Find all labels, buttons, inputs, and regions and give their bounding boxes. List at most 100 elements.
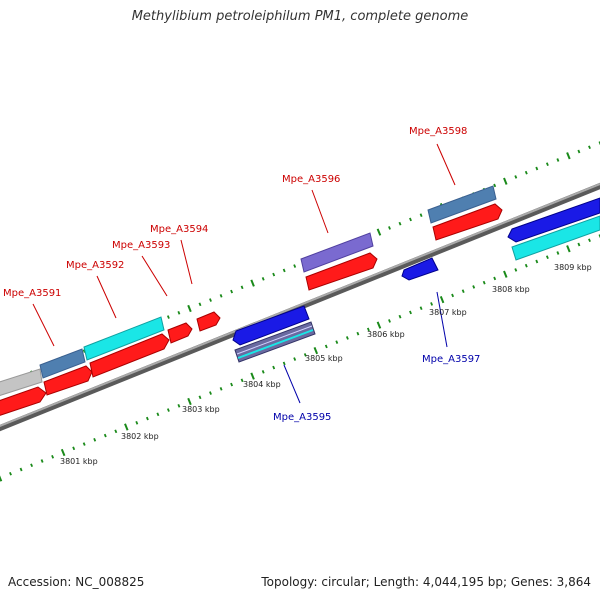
minor-tick [51,454,55,459]
minor-tick [588,238,591,243]
minor-tick [198,395,202,400]
minor-tick [545,255,549,260]
gene-label-mpe-a3591[interactable]: Mpe_A3591 [3,288,61,299]
minor-tick [282,361,286,366]
gene-label-mpe-a3597[interactable]: Mpe_A3597 [422,354,480,365]
minor-tick [345,336,349,340]
minor-tick [366,327,370,332]
minor-tick [219,294,223,298]
minor-tick [145,416,149,421]
scale-label: 3807 kbp [429,308,467,317]
minor-tick [30,463,34,468]
cds-red-feature[interactable] [89,333,170,378]
minor-tick [324,344,328,349]
minor-tick [493,183,497,188]
cds-cyan-feature[interactable] [83,316,165,361]
minor-tick [82,442,86,446]
scale-labels: 3801 kbp 3802 kbp 3803 kbp 3804 kbp 3805… [60,263,592,466]
cds-blue-feature[interactable] [401,257,439,281]
minor-tick [514,268,518,272]
gene-labels: Mpe_A3591 Mpe_A3592 Mpe_A3593 Mpe_A3594 … [3,126,480,423]
minor-tick [40,459,44,463]
leader-line [180,239,193,285]
minor-tick [409,217,412,222]
leader-line [141,255,168,297]
scale-label: 3801 kbp [60,457,98,466]
gene-label-mpe-a3596[interactable]: Mpe_A3596 [282,174,340,185]
label-leaders [32,143,456,404]
minor-tick [577,149,581,154]
major-tick [313,347,319,355]
major-tick [566,245,571,253]
minor-tick [135,420,139,425]
forward-strand-features [0,185,503,418]
cds-red-feature[interactable] [432,203,503,241]
minor-tick [166,315,170,319]
minor-tick [219,387,223,391]
gene-label-mpe-a3592[interactable]: Mpe_A3592 [66,260,124,271]
map-title: Methylibium petroleiphilum PM1, complete… [131,9,469,24]
gene-label-mpe-a3594[interactable]: Mpe_A3594 [150,224,208,235]
cds-blue-feature[interactable] [507,197,600,243]
minor-tick [230,382,234,387]
minor-tick [19,467,23,472]
leader-line [436,291,448,348]
minor-tick [493,276,497,281]
leader-line [96,275,117,319]
cds-cyan-feature[interactable] [511,215,600,261]
cds-blue-feature[interactable] [232,305,310,346]
minor-tick [388,319,391,323]
cds-red-feature[interactable] [43,365,93,396]
minor-tick [261,370,265,374]
minor-tick [535,259,539,264]
minor-tick [9,471,12,476]
scale-label: 3809 kbp [554,263,592,272]
minor-tick [230,289,234,294]
minor-tick [209,298,212,302]
gene-label-mpe-a3593[interactable]: Mpe_A3593 [112,240,170,251]
cds-purple-feature[interactable] [300,232,374,273]
minor-tick [293,264,297,268]
minor-tick [166,408,170,412]
cds-red-feature[interactable] [167,322,193,344]
feature-stripe [237,329,314,359]
minor-tick [524,263,528,268]
major-tick [439,296,445,304]
minor-tick [156,412,160,417]
minor-tick [577,242,581,247]
gene-label-mpe-a3595[interactable]: Mpe_A3595 [273,412,331,423]
cds-steel-feature[interactable] [427,185,497,224]
cds-red-feature[interactable] [0,386,47,418]
cds-red-feature[interactable] [196,311,221,332]
major-tick [187,397,192,406]
cds-grey-feature[interactable] [0,368,43,398]
cds-red-feature[interactable] [305,252,378,291]
minor-tick [240,285,244,290]
scale-label: 3806 kbp [367,330,405,339]
minor-tick [398,221,402,226]
lower-tick-track [0,234,600,482]
cds-steel-feature[interactable] [39,348,86,379]
minor-tick [261,277,265,281]
minor-tick [388,226,391,230]
minor-tick [293,357,297,361]
feature-stripe [236,325,313,355]
leader-line [283,364,301,404]
major-tick [60,448,66,457]
minor-tick [177,310,181,315]
minor-tick [419,213,423,218]
topology-summary: Topology: circular; Length: 4,044,195 bp… [261,575,591,589]
minor-tick [177,403,181,408]
backbone-highlight [0,182,600,428]
major-tick [250,279,255,287]
scale-label: 3804 kbp [243,380,281,389]
gene-label-mpe-a3598[interactable]: Mpe_A3598 [409,126,467,137]
minor-tick [272,272,276,277]
minor-tick [419,306,423,311]
minor-tick [303,353,307,357]
minor-tick [114,429,118,434]
minor-tick [335,340,339,344]
major-tick [376,228,382,236]
major-tick [187,304,192,313]
minor-tick [272,365,276,370]
